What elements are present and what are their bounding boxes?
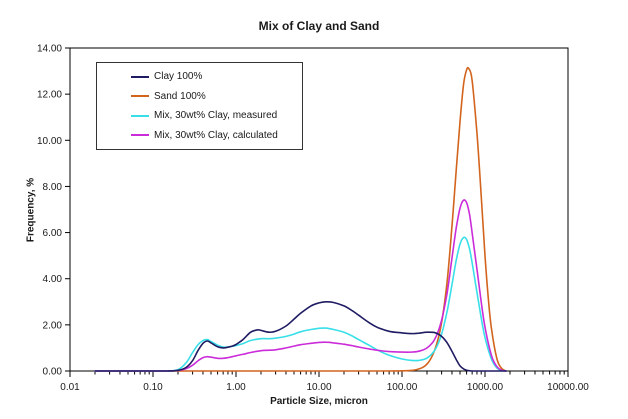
x-tick-label: 10.00 — [306, 382, 331, 393]
legend-line-swatch — [131, 95, 149, 98]
x-tick-label: 10000.00 — [547, 382, 589, 393]
legend-label: Sand 100% — [154, 90, 206, 102]
y-tick-label: 4.00 — [43, 274, 63, 285]
legend-line-swatch — [131, 134, 149, 137]
y-tick-label: 0.00 — [43, 367, 63, 378]
series-line-clay-100 — [94, 300, 507, 372]
y-tick-label: 14.00 — [37, 44, 62, 55]
legend-item-mix-30wt-clay-calculated: Mix, 30wt% Clay, calculated — [131, 130, 298, 141]
legend: Clay 100% Sand 100% Mix, 30wt% Clay, measu… — [96, 62, 303, 150]
x-tick-label: 100.00 — [387, 382, 418, 393]
x-tick-label: 0.01 — [60, 382, 80, 393]
series-line-sand-100 — [94, 66, 507, 372]
y-tick-label: 6.00 — [43, 228, 63, 239]
series-line-mix-30wt-clay-measured — [94, 236, 507, 372]
legend-label: Clay 100% — [154, 71, 203, 83]
legend-item-mix-30wt-clay-measured: Mix, 30wt% Clay, measured — [131, 110, 298, 121]
x-tick-label: 0.10 — [143, 382, 163, 393]
x-axis-title: Particle Size, micron — [270, 396, 368, 407]
legend-label: Mix, 30wt% Clay, measured — [154, 110, 278, 122]
legend-item-sand-100: Sand 100% — [131, 91, 298, 102]
x-tick-label: 1.00 — [226, 382, 246, 393]
y-tick-label: 8.00 — [43, 182, 63, 193]
chart-title: Mix of Clay and Sand — [258, 19, 380, 33]
legend-line-swatch — [131, 75, 149, 78]
y-tick-label: 10.00 — [37, 136, 62, 147]
y-tick-label: 2.00 — [43, 320, 63, 331]
legend-item-clay-100: Clay 100% — [131, 71, 298, 82]
y-tick-label: 12.00 — [37, 90, 62, 101]
y-axis-title: Frequency, % — [25, 177, 37, 243]
x-tick-label: 1000.00 — [467, 382, 504, 393]
series-line-mix-30wt-clay-calculated — [94, 199, 507, 372]
legend-label: Mix, 30wt% Clay, calculated — [154, 129, 278, 141]
legend-line-swatch — [131, 114, 149, 117]
